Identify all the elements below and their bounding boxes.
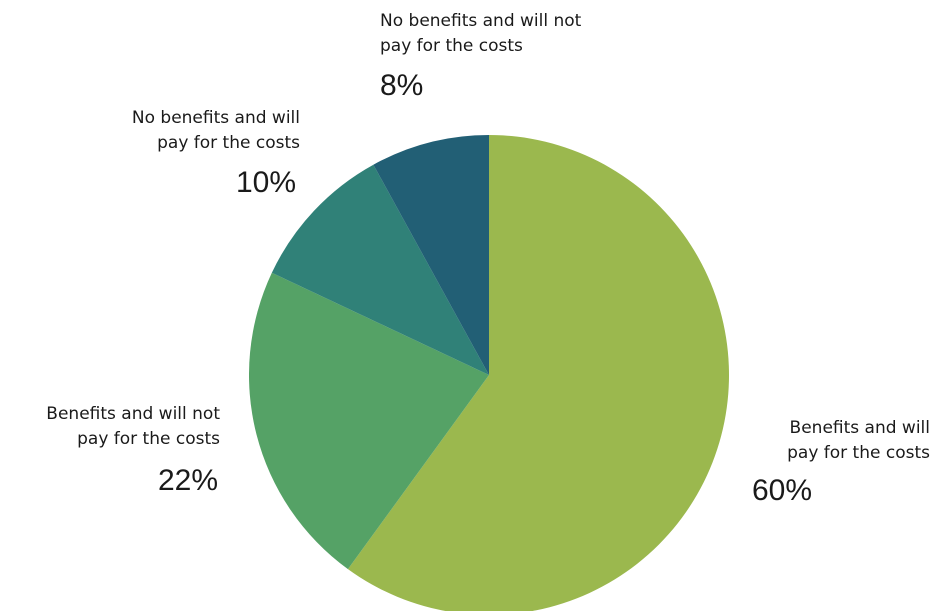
pie-slice-60-percent	[347, 135, 729, 611]
slice-label-line: pay for the costs	[787, 443, 930, 463]
slice-label-line: Benefits and will not	[46, 404, 220, 424]
pie-slices	[248, 135, 729, 611]
slice-label-line: pay for the costs	[380, 36, 523, 56]
slice-value-label: 60%	[752, 474, 812, 507]
pie-slice-22-percent	[248, 272, 489, 570]
slice-label-line: No benefits and will	[132, 108, 300, 128]
slice-label-line: No benefits and will not	[380, 11, 582, 31]
slice-value-label: 10%	[236, 166, 296, 199]
pie-slice-8-percent	[373, 135, 489, 375]
pie-slice-10-percent	[271, 164, 489, 375]
slice-label-line: pay for the costs	[157, 133, 300, 153]
pie-labels: Benefits and will pay for the costs 60% Ben…	[46, 11, 930, 507]
slice-value-label: 22%	[158, 464, 218, 497]
slice-label-line: pay for the costs	[77, 429, 220, 449]
slice-value-label: 8%	[380, 69, 423, 102]
slice-label-line: Benefits and will	[790, 418, 930, 438]
